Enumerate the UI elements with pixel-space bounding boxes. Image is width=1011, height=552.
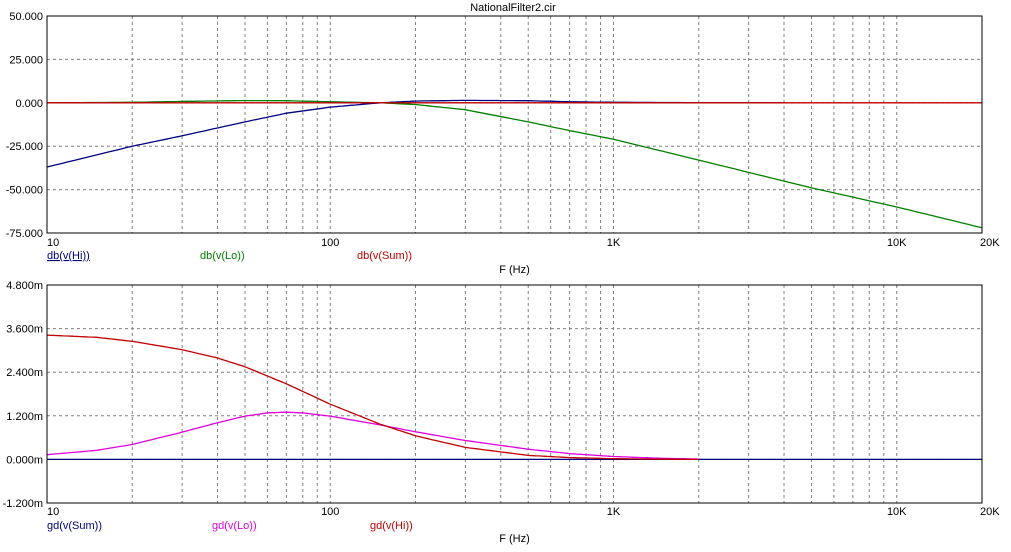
x-axis-label: F (Hz) bbox=[499, 533, 530, 545]
x-axis-label: F (Hz) bbox=[499, 264, 530, 276]
plot-title: NationalFilter2.cir bbox=[470, 2, 556, 14]
series-line-gd(v(Hi)) bbox=[46, 334, 699, 461]
x-tick-label: 1K bbox=[607, 237, 621, 249]
y-tick-label: 1.200m bbox=[6, 411, 43, 423]
legend-entry[interactable]: gd(v(Lo)) bbox=[212, 520, 257, 532]
series-line-db(v(Lo)) bbox=[47, 99, 983, 229]
x-tick-label: 20K bbox=[980, 237, 1000, 249]
y-tick-label: 0.000 bbox=[15, 98, 43, 110]
x-tick-label: 10K bbox=[887, 237, 907, 249]
x-tick-label: 20K bbox=[980, 506, 1000, 518]
plot-frame bbox=[46, 284, 983, 504]
y-tick-label: 0.000m bbox=[6, 454, 43, 466]
y-tick-label: -1.200m bbox=[3, 498, 43, 510]
legend-entry[interactable]: db(v(Lo)) bbox=[200, 250, 245, 262]
y-tick-label: -50.000 bbox=[6, 185, 43, 197]
x-tick-label: 10K bbox=[887, 506, 907, 518]
y-tick-label: 50.000 bbox=[9, 11, 43, 23]
y-tick-label: 3.600m bbox=[6, 324, 43, 336]
x-tick-label: 10 bbox=[47, 506, 59, 518]
plot-panel-1: 50.000 25.000 0.000 -25.000 -50.000 -75.000 10… bbox=[6, 11, 1001, 276]
legend-entry[interactable]: gd(v(Sum)) bbox=[47, 520, 102, 532]
y-tick-label: -75.000 bbox=[6, 228, 43, 240]
legend-entry[interactable]: gd(v(Hi)) bbox=[370, 520, 413, 532]
y-tick-label: 4.800m bbox=[6, 280, 43, 292]
y-tick-label: 2.400m bbox=[6, 367, 43, 379]
x-tick-label: 100 bbox=[321, 506, 339, 518]
y-tick-label: -25.000 bbox=[6, 141, 43, 153]
plot-panel-2: 4.800m 3.600m 2.400m 1.200m 0.000m -1.200m 10 1… bbox=[3, 280, 1001, 545]
series-line-gd(v(Lo)) bbox=[46, 411, 699, 460]
legend-entry[interactable]: db(v(Hi)) bbox=[47, 250, 90, 262]
x-tick-label: 100 bbox=[321, 237, 339, 249]
legend-entry[interactable]: db(v(Sum)) bbox=[357, 250, 412, 262]
y-tick-label: 25.000 bbox=[9, 54, 43, 66]
plot-frame bbox=[46, 15, 983, 234]
x-tick-label: 1K bbox=[607, 506, 621, 518]
x-tick-label: 10 bbox=[47, 237, 59, 249]
